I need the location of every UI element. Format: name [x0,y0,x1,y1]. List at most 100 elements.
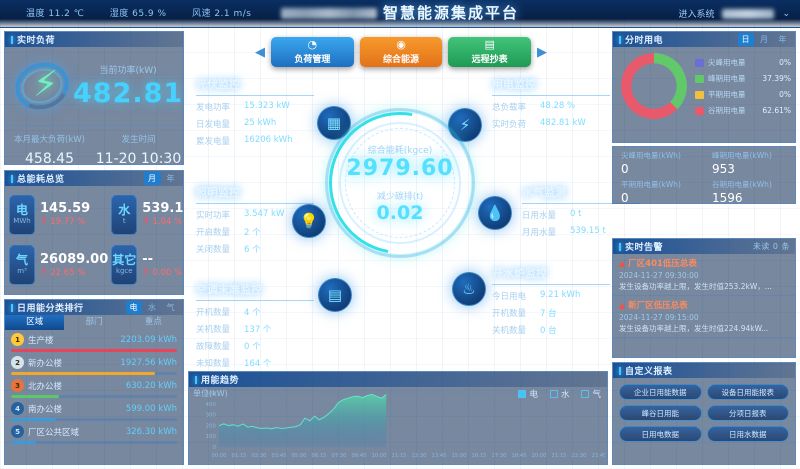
trend-arrow-icon: ↑ [40,217,48,228]
chart-legend-气[interactable]: 气 [581,388,601,400]
energy-change-pct: 0.00 % [152,267,183,278]
alarm-title: 实时告警 未读 0 条 [613,239,795,254]
energy-type-label: 电 [15,202,28,217]
info-row-value: 0 台 [540,326,557,336]
report-buttons[interactable]: 企业日用能数据 设备日用能报表 峰谷日用能 分项日报表 日用电数据 日用水数据 [613,378,795,448]
tou-tab-year[interactable]: 年 [778,35,787,44]
ranking-scope-tabs[interactable]: 区域 部门 重点 [5,315,183,330]
alarm-list[interactable]: ▲ 厂区401低压总表 2024-11-27 09:30:00 发生设备功率越上限，发… [613,254,795,338]
realtime-load-panel: 实时负荷 ⚡ 当前功率(kW) 482.81 本月最大负荷(kW) 458.45… [4,31,184,167]
type-tab-electric[interactable]: 电 [125,301,142,314]
tab-month[interactable]: 月 [144,172,161,185]
tou-stat-label: 峰期用电量(kWh) [712,151,772,160]
total-energy-grid: 电 MWh 145.59 ↑ 19.77 % 水 t 539.15 ↑ 1.04 % 气 m³ 26… [5,186,192,294]
scope-tab-department[interactable]: 部门 [85,317,103,327]
info-row-key: 开机数量 [492,309,527,319]
comprehensive-energy-gauge: 综合能耗(kgce) 2979.60 减少碳排(t) 0.02 [301,84,499,282]
info-row-key: 日用水量 [522,211,557,221]
info-row-value: 539.15 t [570,226,606,236]
info-row-value: 6 个 [244,245,261,255]
info-row-key: 实时负荷 [492,120,527,130]
realtime-load-title: 实时负荷 [5,32,183,47]
alarm-row[interactable]: ▲ 新厂区低压总表 2024-11-27 09:15:00 发生设备功率越上限，发生时… [613,296,795,338]
energy-value: 539.15 [142,201,193,217]
scope-tab-key[interactable]: 重点 [144,317,162,327]
air-conditioner-icon: ▤ [318,278,352,312]
time-of-use-tabs[interactable]: 日 月 年 [737,33,796,46]
tab-year[interactable]: 年 [166,174,175,183]
legend-checkbox[interactable] [549,390,558,398]
legend-checkbox[interactable] [518,390,527,398]
svg-text:16:15: 16:15 [472,453,487,459]
report-button-3[interactable]: 分项日报表 [706,405,789,421]
total-energy-tabs[interactable]: 月 年 [144,172,183,185]
info-row-value: 2 个 [244,228,261,238]
lighting-monitor-block: 照明监控 实时功率 3.547 kW 开启数量 2 个关闭数量 6 个 [196,184,314,255]
report-button-0[interactable]: 企业日用能数据 [619,384,702,400]
tou-stat-label: 尖峰用电量(kWh) [621,151,681,160]
ranking-row[interactable]: 4 南办公楼 599.00 kWh [5,399,183,422]
info-row-key: 开机数量 [196,308,231,318]
chart-legend-电[interactable]: 电 [518,388,538,400]
rank-name: 新办公楼 [28,358,63,369]
info-row-value: 15.323 kW [244,101,290,111]
lighting-monitor-title: 照明监控 [196,184,314,204]
ranking-row[interactable]: 2 新办公楼 1927.56 kWh [5,353,183,376]
ranking-row[interactable]: 1 生产楼 2203.09 kWh [5,330,183,353]
info-row: 日发电量 25 kWh [196,118,314,130]
tou-stat-label: 平期用电量(kWh) [621,180,681,189]
energy-type-label: 气 [15,253,28,268]
nav-next-arrow-icon[interactable]: ▶ [537,44,548,60]
info-row: 发电功率 15.323 kW [196,101,314,113]
module-nav[interactable]: ◀ ◔ 负荷管理 ◉ 综合能源 ▤ 远程抄表 ▶ [255,36,547,68]
tou-tab-day[interactable]: 日 [737,33,754,46]
energy-unit-label: m³ [17,267,27,276]
ranking-type-tabs[interactable]: 电 水 气 [125,301,184,314]
nav-button-integrated-energy[interactable]: ◉ 综合能源 [359,37,443,67]
svg-text:17:30: 17:30 [492,453,507,459]
info-row: 今日用电 9.21 kWh [492,290,610,302]
report-button-4[interactable]: 日用电数据 [619,426,702,442]
energy-type-badge: 气 m³ [9,245,35,286]
ranking-title-text: 日用能分类排行 [17,304,84,314]
enter-system-link[interactable]: 进入系统 [678,10,715,20]
energy-value: 26089.00 [40,251,109,267]
humidity-value: 湿度 65.9 % [109,9,167,19]
svg-text:07:30: 07:30 [332,453,347,459]
nav-prev-arrow-icon[interactable]: ◀ [255,44,265,60]
type-tab-gas[interactable]: 气 [166,303,175,312]
info-row-value: 164 个 [244,359,272,369]
legend-checkbox[interactable] [581,390,590,398]
report-button-5[interactable]: 日用水数据 [706,426,789,442]
ranking-row[interactable]: 5 厂区公共区域 326.30 kWh [5,422,183,445]
rank-value: 599.00 kWh [125,403,177,414]
pv-monitor-block: 光伏监控 发电功率 15.323 kW 日发电量 25 kWh 累发电量 16206 kW… [196,76,314,147]
energy-change: ↑ 22.65 % [40,267,108,279]
chevron-down-icon[interactable]: ⌄ [782,8,790,19]
info-row-value: 3.547 kW [244,209,285,219]
trend-svg: 0 100 200 300 400 500 00:00 01:15 02:30 03:45 05:0… [206,391,606,459]
trend-arrow-icon: ↑ [142,217,150,228]
header-actions[interactable]: 进入系统 ⌄ [678,7,790,20]
tou-tab-month[interactable]: 月 [760,35,769,44]
nav-button-load-management[interactable]: ◔ 负荷管理 [271,37,354,67]
info-row: 月用水量 539.15 t [522,226,640,238]
energy-change: ↑ 1.04 % [142,216,192,228]
trend-arrow-icon: ↑ [40,267,48,278]
ranking-row[interactable]: 3 北办公楼 630.20 kWh [5,376,183,399]
alarm-row[interactable]: ▲ 厂区401低压总表 2024-11-27 09:30:00 发生设备功率越上限，发… [613,254,795,296]
chart-legend-水[interactable]: 水 [549,388,569,400]
report-button-1[interactable]: 设备日用能报表 [706,384,789,400]
energy-cell: 水 t 539.15 ↑ 1.04 % [111,191,192,239]
type-tab-water[interactable]: 水 [148,303,157,312]
info-row-key: 日发电量 [196,120,231,130]
chart-legend[interactable]: 电水气 [518,388,601,400]
alarm-title-text: 实时告警 [625,243,664,253]
energy-cell: 其它 kgce -- ↑ 0.00 % [111,242,192,290]
energy-trend-panel: 用能趋势 单位(kW) 电 水 气 0 100 200 300 400 500 00:00 01:… [188,371,608,465]
scope-tab-area[interactable]: 区域 [5,315,65,330]
legend-label: 谷期用电量 [708,106,746,115]
report-button-2[interactable]: 峰谷日用能 [619,405,702,421]
boiler-monitor-block: 开水炉监控 今日用电 9.21 kWh 开机数量 7 台关机数量 0 台 [492,265,610,336]
nav-button-remote-meter[interactable]: ▤ 远程抄表 [448,37,532,67]
